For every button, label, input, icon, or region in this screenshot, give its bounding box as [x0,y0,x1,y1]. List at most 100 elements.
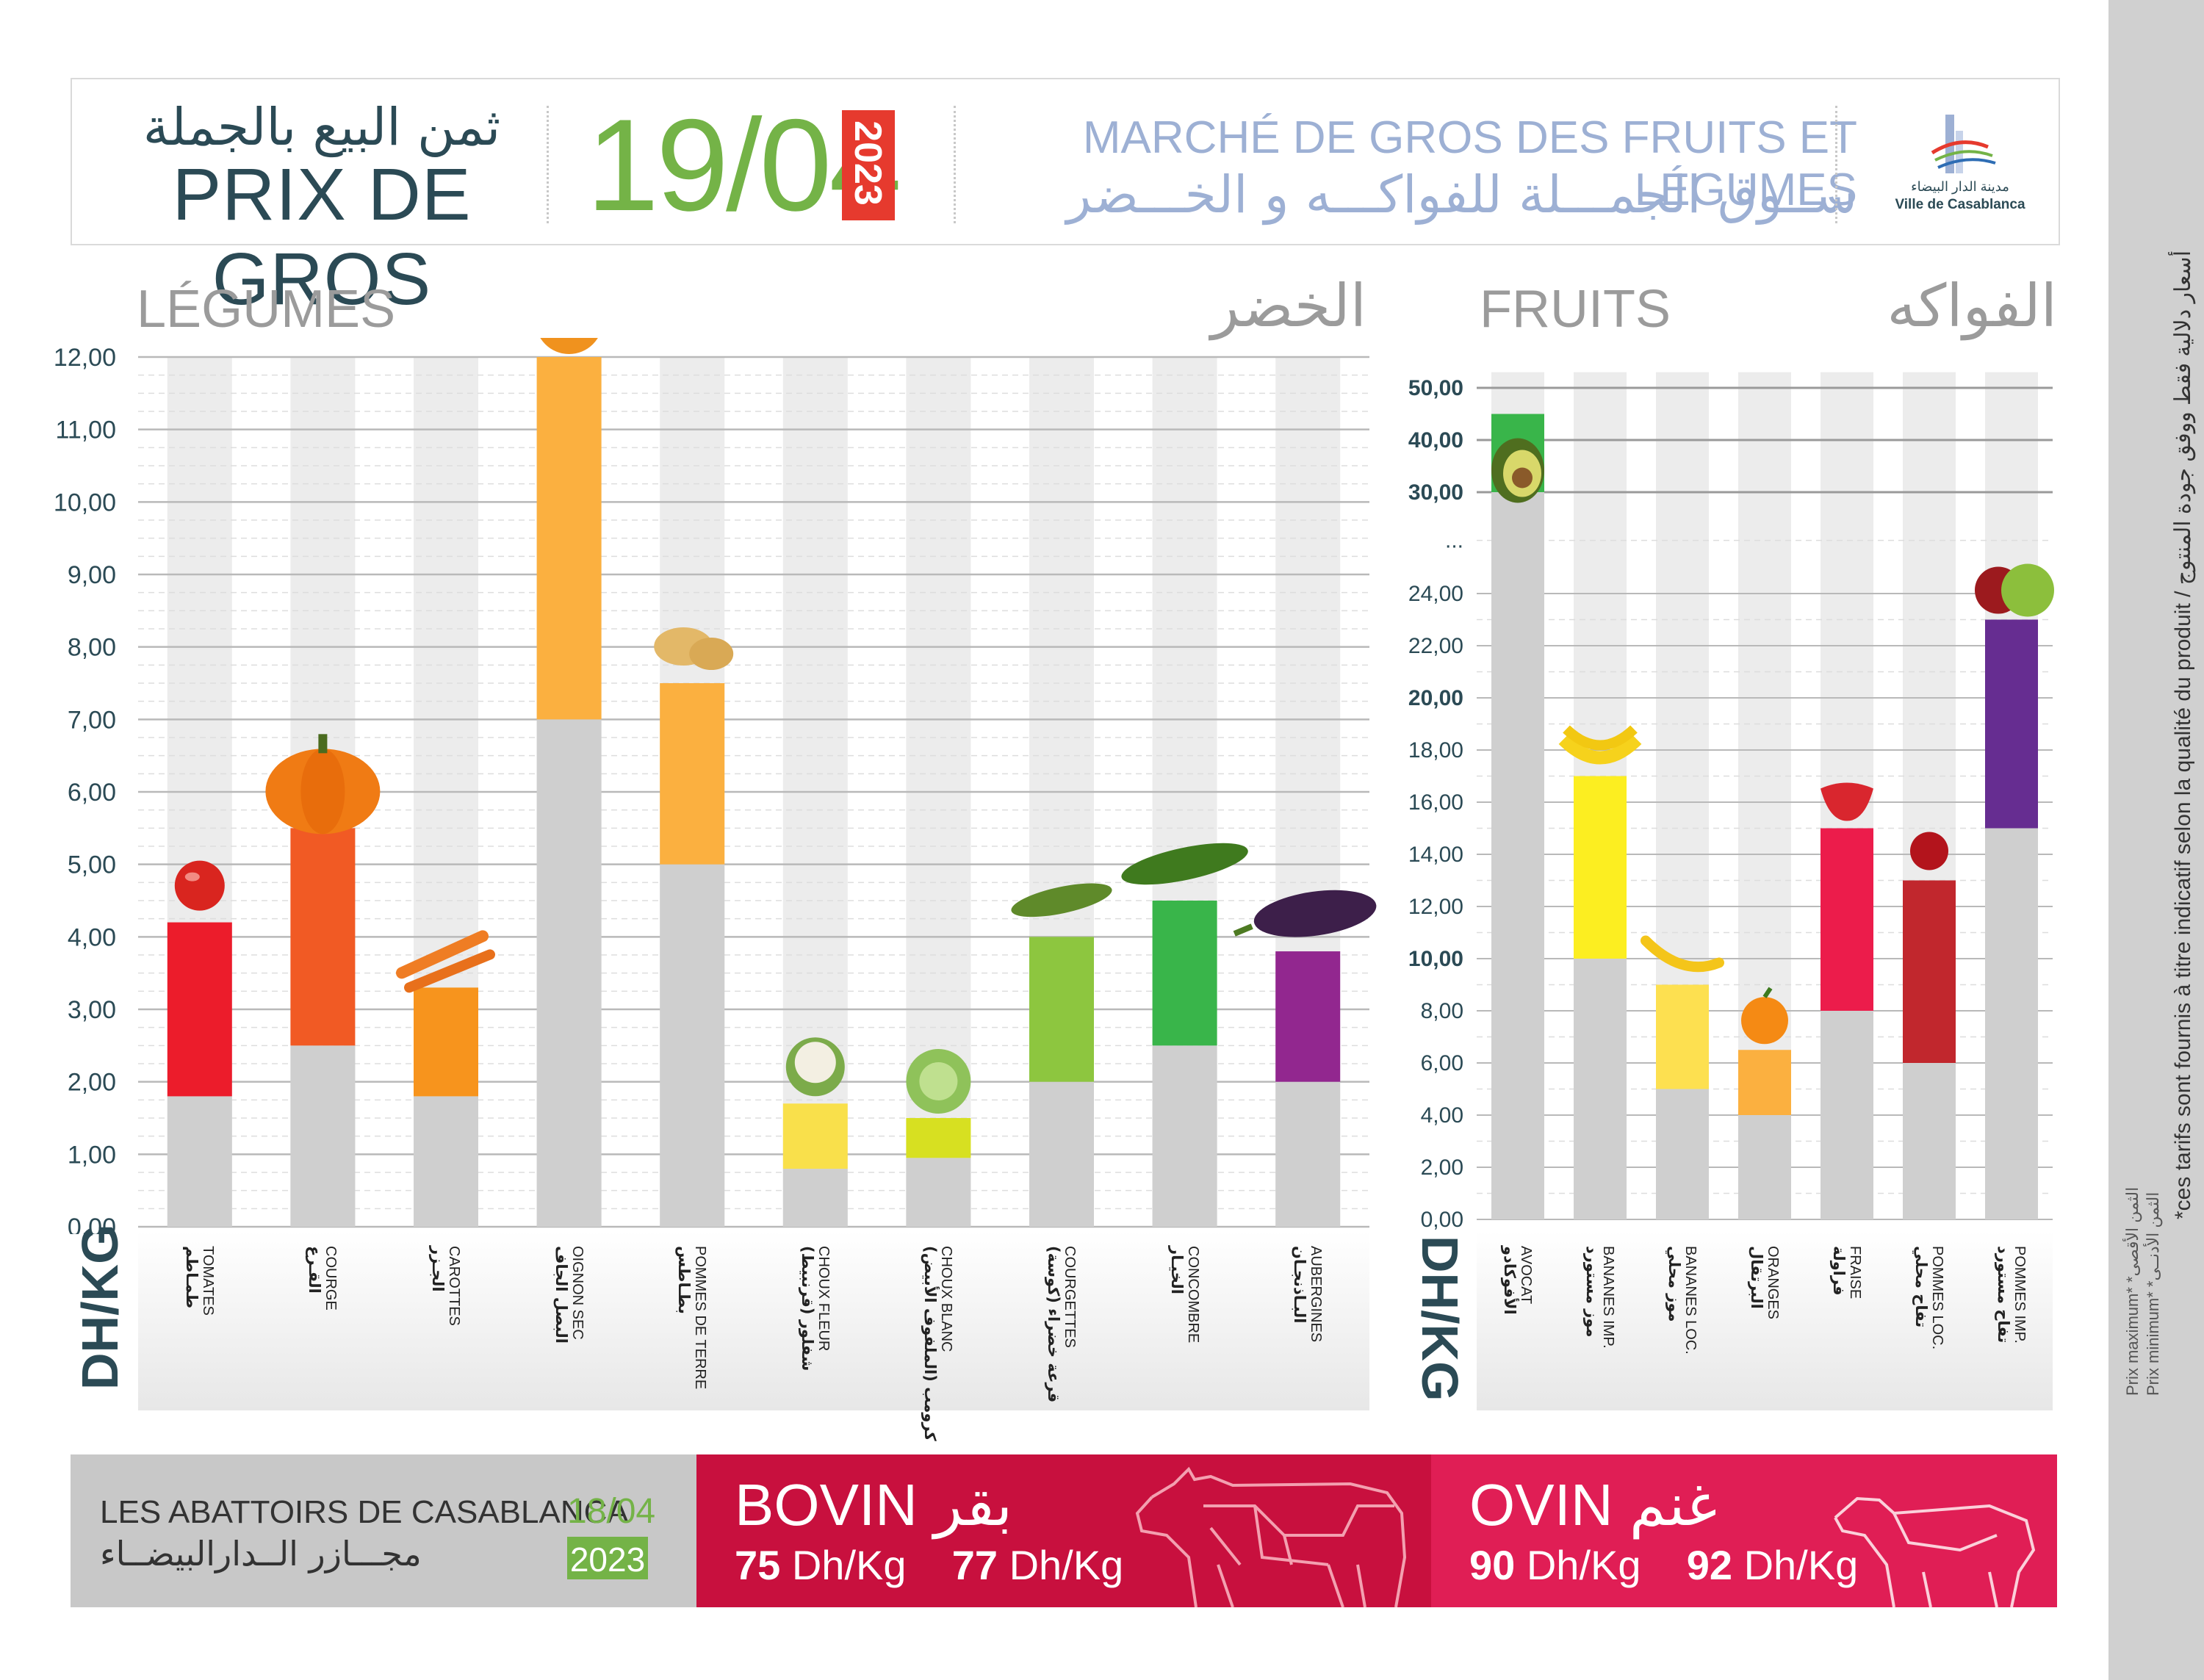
category-label-ar: طمـاطم [182,1246,201,1309]
max-price-bar [906,1118,971,1158]
category-label: POMMES IMP. تفاح مستورد [1995,1246,2028,1344]
y-tick-label: 30,00 [1408,480,1463,505]
cow-icon [1135,1466,1407,1607]
category-label-ar: شفلور (قرنبيط) [798,1246,816,1371]
y-tick-label: 20,00 [1408,686,1463,710]
category-label-fr: CHOUX FLEUR [815,1246,832,1352]
category-label-ar: البصل الجاف [552,1246,570,1344]
abattoirs-date: 18/04 [567,1492,656,1531]
category-label-ar: القـرع [306,1246,324,1294]
avocado-icon [1491,438,1544,503]
y-tick-label: 50,00 [1408,376,1463,400]
legend-max: Prix maximum* *الثمن الأقصى [2123,1186,2142,1396]
fruits-chart: 0,00 2,00 4,00 6,00 8,00 10,00 12,00 14,00 16,00… [1408,372,2054,1232]
category-label: CHOUX BLANC كرومب (الملفوف الأبيض) [921,1246,954,1441]
legumes-title-ar: الخضر [1211,272,1366,340]
category-label-fr: POMMES LOC. [1929,1246,1945,1350]
category-label: OIGNON SEC البصل الجاف [552,1246,586,1344]
abattoirs-year-badge: 2023 [567,1537,648,1579]
max-price-bar [1656,984,1709,1089]
min-price-bar [414,1096,478,1227]
y-tick-label: 12,00 [54,344,116,372]
category-label: CONCOMBRE الخيـار [1167,1246,1201,1343]
eggplant-icon [1233,890,1377,937]
min-price-bar [660,864,725,1227]
y-tick-label: 1,00 [68,1141,116,1169]
category-label-fr: POMMES DE TERRE [692,1246,709,1390]
y-tick-label: 0,00 [1421,1208,1463,1232]
ovin-price-unit: Dh/Kg [1526,1542,1641,1588]
y-tick-label: 3,00 [68,996,116,1024]
fruits-unit-label: DH/KG [1411,1236,1469,1402]
banana-bunch-icon [1558,725,1642,765]
fruits-title: FRUITS [1480,280,1671,339]
y-tick-label: 7,00 [68,706,116,734]
y-tick-label: 4,00 [1421,1103,1463,1128]
min-price-bar [1985,828,2038,1219]
category-label-ar: الخيـار [1167,1246,1186,1294]
legumes-title: LÉGUMES [137,280,396,339]
min-price-bar [1738,1115,1791,1219]
apples-icon [1975,563,2054,617]
category-label-fr: COURGE [323,1246,339,1311]
min-price-bar [1491,492,1544,1219]
city-logo: مدينة الدار البيضاء Ville de Casablanca [1872,109,2048,219]
category-label-ar: الجـزر [429,1246,447,1292]
ovin-name-fr: OVIN [1469,1472,1613,1537]
y-tick-label: 22,00 [1408,634,1463,658]
tomato-icon [174,860,225,911]
city-logo-icon [1931,115,1996,173]
y-tick-label: 40,00 [1408,428,1463,453]
y-tick-label: 8,00 [1421,999,1463,1023]
y-tick-label: 2,00 [68,1069,116,1097]
header-market-ar: ســوق الجمـــلة للفواكـــه و الخـــضر [1066,165,1857,225]
bovin-name-ar: بقر [934,1471,1013,1539]
category-label: CAROTTES الجـزر [429,1246,462,1326]
min-price-bar [1152,1045,1217,1227]
apple-icon [1910,832,1948,870]
category-label: ORANGES البرتقال [1748,1246,1781,1320]
category-label-ar: كرومب (الملفوف الأبيض) [921,1246,940,1441]
category-label: BANANES IMP. موز مستورد [1583,1246,1616,1349]
header-year-badge: 2023 [842,110,895,220]
abattoirs-panel: LES ABATTOIRS DE CASABLANCA مجـــازر الـ… [71,1454,696,1607]
max-price-bar [536,357,602,720]
max-price-bar [1152,901,1217,1046]
category-label-fr: FRAISE [1847,1246,1863,1299]
header-divider [547,106,549,223]
category-label-fr: CAROTTES [446,1246,462,1326]
bovin-price-min: 75 [735,1542,781,1588]
ovin-panel: OVIN غنم 90 Dh/Kg 92 Dh/Kg [1431,1454,2057,1607]
min-price-bar [782,1169,848,1227]
category-label-ar: موز محلي [1665,1246,1683,1322]
category-label-ar: الأفوكادو [1501,1246,1519,1315]
bovin-price-max: 77 [951,1542,998,1588]
category-label: COURGETTES قرعة خضراء (كوسة) [1045,1246,1078,1402]
category-label-fr: ORANGES [1765,1246,1781,1320]
pumpkin-icon [265,734,381,834]
category-label-fr: OIGNON SEC [569,1246,586,1340]
potato-icon [654,627,734,670]
max-price-bar [782,1103,848,1169]
header-title-ar: ثمن البيع بالجملة [143,97,501,157]
y-tick-label: 6,00 [1421,1051,1463,1075]
max-price-bar [1738,1050,1791,1115]
category-label-ar: تفاح مستورد [1995,1246,2012,1344]
min-price-bar [1574,959,1627,1219]
max-price-bar [1275,951,1341,1082]
category-label-fr: AVOCAT [1518,1246,1534,1305]
logo-text-ar: مدينة الدار البيضاء [1911,179,2009,194]
carrot-icon [396,930,495,993]
min-price-bar [1275,1081,1341,1227]
fruits-x-axis-band [1477,1231,2053,1410]
y-tick-label: 5,00 [68,851,116,879]
category-label-fr: POMMES IMP. [2012,1246,2028,1344]
cabbage-icon [906,1049,971,1114]
fruits-title-ar: الفواكه [1887,272,2057,340]
max-price-bar [290,828,356,1046]
max-price-bar [1029,937,1094,1082]
min-price-bar [167,1096,232,1227]
side-disclaimer: *ces tarifs sont fournis à titre indicat… [2171,250,2195,1219]
header-divider [954,106,956,223]
y-tick-label: 0,00 [68,1214,116,1234]
